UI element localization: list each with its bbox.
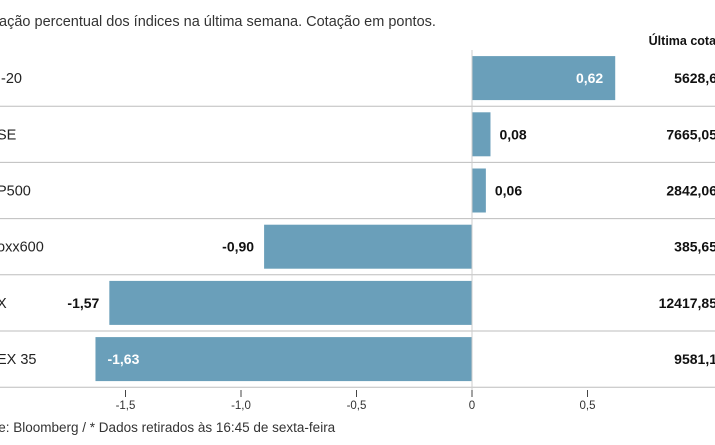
value-label: 0,62 bbox=[576, 70, 603, 86]
value-label: 0,06 bbox=[495, 183, 522, 199]
category-labels: I-20 SE P500 oxx600 X EX 35 bbox=[0, 71, 44, 368]
last-quote-header: Última cotaç bbox=[648, 34, 715, 48]
row-separators bbox=[0, 105, 715, 388]
category-label: EX 35 bbox=[0, 352, 37, 368]
value-labels: 0,62 0,08 0,06 -0,90 -1,57 -1,63 bbox=[67, 70, 603, 367]
last-quote-value: 7665,05 bbox=[666, 126, 715, 142]
last-quote-value: 9581,1 bbox=[674, 351, 715, 367]
x-tick-label: 0,5 bbox=[580, 400, 596, 412]
category-label: X bbox=[0, 296, 7, 312]
chart-subtitle: riação percentual dos índices na última … bbox=[0, 14, 436, 30]
x-axis: -1,5 -1,0 -0,5 0 0,5 bbox=[116, 50, 596, 412]
category-label: oxx600 bbox=[0, 240, 44, 256]
bar bbox=[472, 56, 616, 101]
value-label: -1,63 bbox=[107, 351, 139, 367]
last-quote-value: 385,65 bbox=[674, 239, 715, 255]
bar bbox=[95, 337, 472, 382]
category-label: SE bbox=[0, 127, 17, 143]
bar bbox=[264, 224, 472, 269]
x-tick-label: -1,5 bbox=[116, 400, 136, 412]
x-tick-label: 0 bbox=[469, 400, 475, 412]
source-note: nte: Bloomberg / * Dados retirados às 16… bbox=[0, 420, 336, 435]
last-quote-value: 5628,6 bbox=[674, 70, 715, 86]
value-label: 0,08 bbox=[499, 126, 526, 142]
last-quote-values: 5628,6 7665,05 2842,06 385,65 12417,85 9581,1 bbox=[659, 70, 715, 367]
value-label: -1,57 bbox=[67, 295, 99, 311]
bar bbox=[109, 280, 472, 325]
last-quote-value: 2842,06 bbox=[666, 183, 715, 199]
x-tick-label: -1,0 bbox=[231, 400, 251, 412]
last-quote-value: 12417,85 bbox=[659, 295, 715, 311]
category-label: P500 bbox=[0, 184, 31, 200]
bar bbox=[472, 168, 486, 213]
bars bbox=[95, 56, 616, 382]
value-label: -0,90 bbox=[222, 239, 254, 255]
category-label: I-20 bbox=[0, 71, 22, 87]
x-tick-label: -0,5 bbox=[347, 400, 367, 412]
bar bbox=[472, 112, 491, 157]
